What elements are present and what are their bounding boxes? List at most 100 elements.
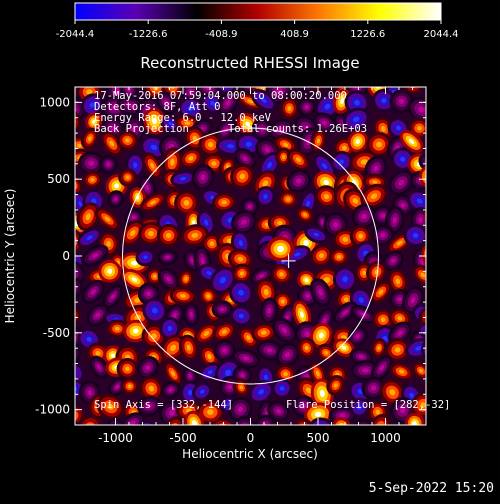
x-tick-label: -500	[169, 431, 196, 445]
image-blob	[370, 354, 393, 381]
blob-core	[279, 272, 284, 277]
blob-core	[239, 173, 246, 180]
blob-core	[341, 145, 347, 151]
blob-core	[416, 126, 422, 131]
blob-core	[165, 255, 170, 259]
blob-core	[150, 162, 155, 169]
annotation-method: Back Projection	[94, 123, 189, 135]
blob-core	[339, 413, 346, 418]
image-blob	[233, 147, 257, 170]
blob-core	[321, 120, 328, 126]
blob-core	[148, 230, 154, 237]
blob-ring-outer	[44, 127, 70, 153]
blob-core	[355, 139, 361, 144]
image-blob	[120, 377, 140, 396]
image-blob	[231, 210, 257, 235]
blob-core	[434, 71, 441, 75]
blob-ring-inner	[66, 63, 81, 78]
blob-core	[125, 175, 130, 180]
image-blob	[251, 322, 277, 343]
blob-core	[360, 159, 368, 165]
image-blob	[116, 130, 139, 151]
blob-core	[224, 80, 229, 86]
image-blob	[76, 202, 100, 232]
blob-core	[360, 427, 367, 434]
x-tick-label: 0	[247, 431, 255, 445]
blob-core	[110, 293, 116, 300]
image-blob	[361, 376, 386, 400]
flare-source-ring	[277, 245, 285, 253]
blob-core	[133, 162, 138, 168]
blob-core	[284, 352, 291, 358]
image-blob	[310, 244, 333, 267]
blob-ring-inner	[75, 384, 80, 394]
blob-core	[357, 405, 362, 410]
image-blob	[424, 360, 450, 389]
blob-core	[410, 296, 416, 304]
blob-core	[303, 213, 307, 217]
image-blob	[309, 322, 333, 348]
blob-core	[418, 106, 425, 113]
blob-core	[316, 138, 321, 144]
blob-core	[354, 99, 360, 106]
blob-core	[397, 330, 403, 336]
blob-core	[377, 345, 381, 351]
blob-core	[239, 385, 243, 390]
annotation-flare-position: Flare Position = [282,-32]	[286, 399, 450, 411]
blob-core	[68, 353, 74, 360]
blob-core	[420, 402, 426, 409]
image-blob	[228, 396, 253, 422]
blob-core	[57, 278, 65, 285]
image-blob	[423, 89, 426, 115]
blob-core	[304, 278, 309, 283]
blob-core	[398, 98, 405, 105]
image-blob	[332, 266, 358, 293]
image-blob	[359, 51, 387, 80]
image-blob	[160, 380, 181, 399]
blob-core	[200, 174, 206, 181]
blob-core	[436, 274, 441, 279]
y-axis-label: Heliocentric Y (arcsec)	[3, 189, 17, 324]
blob-core	[427, 161, 434, 167]
blob-core	[239, 271, 245, 276]
image-blob	[382, 250, 404, 272]
blob-core	[168, 409, 175, 416]
blob-ring-inner	[45, 211, 61, 226]
image-blob	[279, 97, 300, 120]
blob-ring-outer	[47, 280, 72, 311]
blob-core	[192, 220, 196, 226]
blob-core	[207, 370, 213, 375]
blob-ring-inner	[111, 60, 119, 74]
blob-ring-mid	[48, 270, 73, 294]
blob-core	[381, 126, 386, 132]
blob-ring-outer	[427, 265, 450, 289]
blob-ring-inner	[44, 378, 62, 396]
blob-core	[238, 289, 244, 296]
image-blob	[215, 118, 237, 142]
blob-core	[323, 194, 330, 200]
blob-core	[221, 200, 227, 205]
blob-ring-inner	[75, 332, 80, 343]
blob-ring-inner	[434, 198, 447, 209]
blob-core	[143, 255, 148, 260]
annotation-energy: Energy Range: 6.0 - 12.0 keV	[94, 112, 272, 124]
blob-core	[47, 71, 53, 76]
blob-core	[55, 366, 60, 371]
blob-core	[262, 180, 269, 187]
blob-core	[86, 89, 93, 95]
y-tick-label: 1000	[39, 95, 70, 109]
image-blob	[191, 164, 215, 191]
blob-core	[342, 310, 349, 316]
blob-ring-mid	[51, 283, 68, 307]
blob-ring-outer	[44, 266, 78, 299]
blob-core	[381, 98, 387, 104]
blob-core	[152, 118, 158, 125]
image-blob	[417, 321, 426, 340]
blob-core	[91, 253, 99, 258]
blob-core	[396, 125, 401, 131]
blob-core	[267, 162, 273, 168]
blob-core	[85, 213, 91, 221]
blob-core	[389, 389, 396, 396]
blob-ring-inner	[425, 427, 442, 439]
blob-core	[240, 219, 247, 225]
